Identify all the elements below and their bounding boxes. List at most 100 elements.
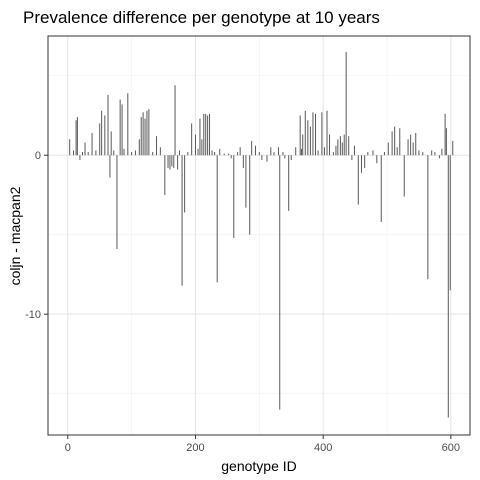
bar: [101, 110, 103, 156]
bar: [396, 147, 398, 156]
bar: [415, 132, 417, 156]
chart-title: Prevalence difference per genotype at 10…: [23, 8, 380, 27]
bar: [211, 150, 213, 156]
bar: [167, 155, 169, 168]
bar: [444, 113, 446, 156]
bar: [317, 150, 319, 156]
bar: [258, 152, 260, 156]
bar: [266, 155, 268, 162]
bar: [242, 155, 244, 168]
bar: [380, 155, 382, 222]
bar: [299, 115, 301, 156]
bar: [270, 147, 272, 156]
bar: [223, 153, 225, 156]
bar: [335, 145, 337, 156]
bar: [277, 147, 279, 156]
bar: [383, 152, 385, 156]
bar: [87, 152, 89, 156]
bar: [321, 112, 323, 156]
bar: [337, 139, 339, 156]
bar: [99, 123, 101, 156]
bar: [376, 155, 378, 164]
bar: [194, 134, 196, 156]
bar: [233, 155, 235, 238]
y-tick-label: -10: [25, 309, 41, 321]
bar: [351, 155, 353, 160]
bar: [372, 150, 374, 156]
bar: [438, 155, 440, 159]
bar: [109, 155, 111, 178]
bar: [140, 117, 142, 156]
bar: [447, 155, 449, 418]
bar: [187, 152, 189, 156]
bar: [123, 148, 125, 156]
bar: [228, 153, 230, 156]
bar: [73, 150, 75, 156]
bar: [418, 150, 420, 156]
bar: [343, 134, 345, 156]
bar: [329, 134, 331, 156]
bar: [81, 152, 83, 156]
bar: [199, 118, 201, 156]
bar: [290, 155, 292, 160]
bar: [341, 142, 343, 156]
bar: [261, 155, 263, 160]
bar: [184, 155, 186, 213]
bar: [326, 110, 328, 156]
bar: [254, 145, 256, 156]
x-tick-label: 400: [314, 442, 332, 454]
bar: [441, 148, 443, 156]
bar: [239, 147, 241, 156]
bar: [284, 155, 286, 159]
bar: [427, 155, 429, 280]
bar: [146, 110, 148, 156]
panel-border: [47, 35, 471, 436]
bar: [387, 142, 389, 156]
bar: [144, 118, 146, 156]
bar: [214, 152, 216, 156]
bar: [121, 104, 123, 156]
bar: [245, 155, 247, 208]
bar: [171, 155, 173, 167]
y-axis-label: coljn - macpan2: [7, 186, 23, 285]
bar: [138, 139, 140, 156]
bar: [251, 140, 253, 156]
bar: [127, 93, 129, 156]
bar: [179, 150, 181, 156]
bar: [279, 155, 281, 410]
bar: [201, 139, 203, 156]
bar: [364, 155, 366, 168]
bar: [116, 155, 118, 250]
bar: [273, 152, 275, 156]
bar: [407, 139, 409, 156]
bar: [237, 152, 239, 156]
bar: [403, 155, 405, 197]
bar: [164, 155, 166, 195]
bar: [159, 147, 161, 156]
bar: [307, 120, 309, 156]
bar: [332, 152, 334, 156]
bar: [107, 94, 109, 156]
bar: [207, 115, 209, 156]
bar: [75, 120, 77, 156]
bar: [295, 147, 297, 156]
x-tick-label: 200: [186, 442, 204, 454]
bar: [399, 128, 401, 156]
bar: [282, 152, 284, 156]
bar: [449, 155, 451, 291]
bar: [422, 152, 424, 156]
bar: [434, 152, 436, 156]
x-tick-label: 0: [65, 442, 71, 454]
bar: [79, 155, 81, 160]
bar: [304, 110, 306, 156]
bar: [142, 112, 144, 156]
bar: [315, 113, 317, 156]
bar: [156, 136, 158, 156]
bar: [288, 155, 290, 211]
bar: [312, 112, 314, 156]
bar: [445, 128, 447, 156]
bar: [348, 136, 350, 156]
bar: [410, 134, 412, 156]
